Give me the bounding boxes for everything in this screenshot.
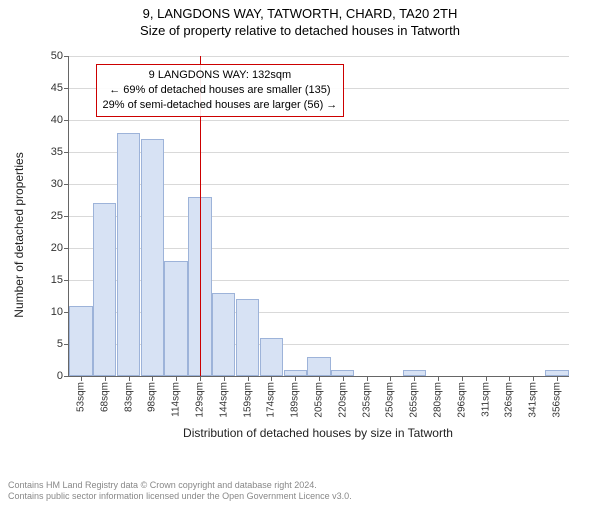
histogram-bar <box>117 133 140 376</box>
x-tick <box>129 376 130 381</box>
y-tick <box>64 216 69 217</box>
attribution-footer: Contains HM Land Registry data © Crown c… <box>8 480 352 503</box>
histogram-bar <box>164 261 187 376</box>
x-tick <box>152 376 153 381</box>
footer-line-1: Contains HM Land Registry data © Crown c… <box>8 480 352 491</box>
y-tick <box>64 184 69 185</box>
annotation-line: 29% of semi-detached houses are larger (… <box>103 98 338 113</box>
y-axis-label: Number of detached properties <box>12 152 26 317</box>
y-tick <box>64 88 69 89</box>
x-tick-label: 144sqm <box>218 382 229 418</box>
x-axis-label: Distribution of detached houses by size … <box>68 426 568 440</box>
y-tick-label: 10 <box>51 306 63 318</box>
x-tick-label: 53sqm <box>75 382 86 412</box>
x-tick-label: 356sqm <box>552 382 563 418</box>
y-tick-label: 5 <box>57 338 63 350</box>
histogram-bar <box>93 203 116 376</box>
y-tick <box>64 120 69 121</box>
y-tick-label: 35 <box>51 146 63 158</box>
histogram-bar <box>212 293 235 376</box>
x-tick <box>367 376 368 381</box>
y-tick-label: 15 <box>51 274 63 286</box>
page-title-sub: Size of property relative to detached ho… <box>0 23 600 38</box>
histogram-chart: Number of detached properties 0510152025… <box>46 50 576 420</box>
annotation-callout: 9 LANGDONS WAY: 132sqm← 69% of detached … <box>96 64 345 117</box>
y-tick-label: 0 <box>57 370 63 382</box>
x-tick <box>224 376 225 381</box>
y-tick-label: 25 <box>51 210 63 222</box>
page-title-address: 9, LANGDONS WAY, TATWORTH, CHARD, TA20 2… <box>0 6 600 21</box>
y-tick <box>64 152 69 153</box>
x-tick-label: 235sqm <box>361 382 372 418</box>
y-tick <box>64 280 69 281</box>
y-tick-label: 30 <box>51 178 63 190</box>
x-tick-label: 326sqm <box>504 382 515 418</box>
x-tick <box>533 376 534 381</box>
plot-area: 0510152025303540455053sqm68sqm83sqm98sqm… <box>68 56 569 377</box>
x-tick-label: 189sqm <box>290 382 301 418</box>
x-tick-label: 220sqm <box>337 382 348 418</box>
histogram-bar <box>141 139 164 376</box>
histogram-bar <box>260 338 283 376</box>
x-tick <box>176 376 177 381</box>
x-tick-label: 174sqm <box>266 382 277 418</box>
y-tick <box>64 248 69 249</box>
x-tick-label: 265sqm <box>409 382 420 418</box>
y-tick-label: 45 <box>51 82 63 94</box>
x-tick-label: 68sqm <box>99 382 110 412</box>
x-tick-label: 341sqm <box>528 382 539 418</box>
x-tick <box>319 376 320 381</box>
x-tick <box>105 376 106 381</box>
y-tick <box>64 376 69 377</box>
histogram-bar <box>307 357 330 376</box>
x-tick <box>509 376 510 381</box>
x-tick-label: 311sqm <box>480 382 491 417</box>
x-tick-label: 280sqm <box>433 382 444 418</box>
x-tick <box>248 376 249 381</box>
annotation-line: ← 69% of detached houses are smaller (13… <box>103 83 338 98</box>
x-tick <box>200 376 201 381</box>
y-tick-label: 40 <box>51 114 63 126</box>
x-tick-label: 205sqm <box>314 382 325 418</box>
histogram-bar <box>69 306 92 376</box>
histogram-bar <box>236 299 259 376</box>
x-tick-label: 250sqm <box>385 382 396 418</box>
x-tick <box>343 376 344 381</box>
x-tick <box>271 376 272 381</box>
x-tick <box>557 376 558 381</box>
x-tick-label: 98sqm <box>147 382 158 412</box>
x-tick-label: 296sqm <box>456 382 467 418</box>
x-tick-label: 159sqm <box>242 382 253 418</box>
x-tick <box>390 376 391 381</box>
x-tick-label: 114sqm <box>171 382 182 417</box>
y-tick-label: 20 <box>51 242 63 254</box>
y-tick-label: 50 <box>51 50 63 62</box>
x-tick-label: 129sqm <box>194 382 205 418</box>
x-tick <box>438 376 439 381</box>
gridline <box>69 56 569 57</box>
x-tick <box>486 376 487 381</box>
annotation-line: 9 LANGDONS WAY: 132sqm <box>103 68 338 83</box>
y-tick <box>64 56 69 57</box>
x-tick <box>414 376 415 381</box>
footer-line-2: Contains public sector information licen… <box>8 491 352 502</box>
x-tick <box>295 376 296 381</box>
x-tick <box>81 376 82 381</box>
x-tick-label: 83sqm <box>123 382 134 412</box>
gridline <box>69 120 569 121</box>
x-tick <box>462 376 463 381</box>
